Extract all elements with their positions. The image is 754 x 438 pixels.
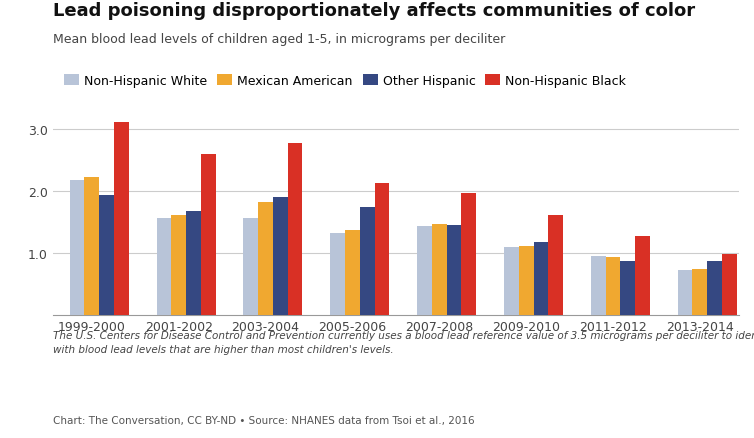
Bar	[635, 236, 650, 315]
Bar	[692, 269, 707, 315]
Bar	[548, 216, 563, 315]
Bar	[345, 230, 360, 315]
Bar	[722, 254, 737, 315]
Text: The U.S. Centers for Disease Control and Prevention currently uses a blood lead : The U.S. Centers for Disease Control and…	[53, 331, 754, 354]
Bar	[360, 207, 375, 315]
Bar	[100, 196, 114, 315]
Bar	[114, 123, 129, 315]
Text: Lead poisoning disproportionately affects communities of color: Lead poisoning disproportionately affect…	[53, 2, 695, 20]
Bar	[678, 270, 692, 315]
Bar	[591, 257, 605, 315]
Bar	[461, 194, 477, 315]
Legend: Non-Hispanic White, Mexican American, Other Hispanic, Non-Hispanic Black: Non-Hispanic White, Mexican American, Ot…	[59, 70, 631, 93]
Bar	[432, 224, 446, 315]
Bar	[244, 218, 258, 315]
Bar	[157, 218, 171, 315]
Bar	[186, 212, 201, 315]
Bar	[417, 226, 432, 315]
Bar	[707, 261, 722, 315]
Bar	[330, 234, 345, 315]
Bar	[375, 184, 389, 315]
Bar	[201, 155, 216, 315]
Bar	[605, 258, 621, 315]
Bar	[446, 225, 461, 315]
Bar	[84, 178, 100, 315]
Bar	[519, 246, 534, 315]
Bar	[621, 261, 635, 315]
Text: Chart: The Conversation, CC BY-ND • Source: NHANES data from Tsoi et al., 2016: Chart: The Conversation, CC BY-ND • Sour…	[53, 415, 474, 425]
Bar	[288, 144, 302, 315]
Bar	[273, 198, 288, 315]
Text: Mean blood lead levels of children aged 1-5, in micrograms per deciliter: Mean blood lead levels of children aged …	[53, 33, 505, 46]
Bar	[69, 180, 84, 315]
Bar	[258, 203, 273, 315]
Bar	[534, 242, 548, 315]
Bar	[504, 247, 519, 315]
Bar	[171, 215, 186, 315]
